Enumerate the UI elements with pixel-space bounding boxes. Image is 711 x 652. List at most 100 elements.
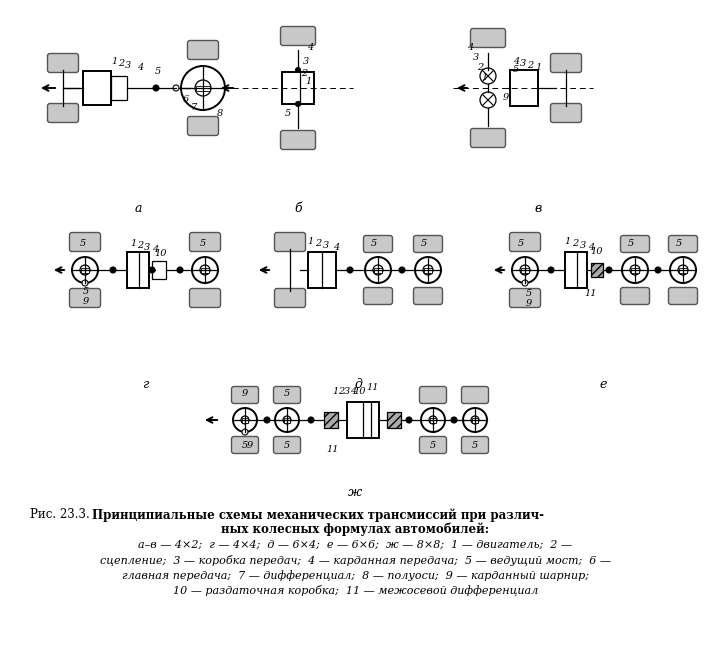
FancyBboxPatch shape — [461, 387, 488, 404]
Circle shape — [177, 267, 183, 273]
Text: 5: 5 — [371, 239, 377, 248]
Text: ных колесных формулах автомобилей:: ных колесных формулах автомобилей: — [221, 523, 490, 537]
Text: 9: 9 — [526, 299, 532, 308]
Circle shape — [421, 408, 445, 432]
Text: 4: 4 — [137, 63, 143, 72]
Text: 5: 5 — [628, 239, 634, 248]
Text: 2: 2 — [572, 239, 578, 248]
Circle shape — [471, 416, 479, 424]
Text: б: б — [294, 201, 301, 215]
FancyBboxPatch shape — [510, 233, 540, 252]
FancyBboxPatch shape — [274, 387, 301, 404]
Text: г: г — [141, 379, 148, 391]
FancyBboxPatch shape — [190, 288, 220, 308]
FancyBboxPatch shape — [414, 235, 442, 252]
Text: 4: 4 — [152, 246, 158, 254]
Circle shape — [241, 416, 249, 424]
Bar — [679, 267, 687, 273]
Circle shape — [548, 267, 554, 273]
FancyBboxPatch shape — [419, 387, 447, 404]
FancyBboxPatch shape — [188, 117, 218, 136]
Bar — [424, 267, 432, 273]
Text: 10: 10 — [155, 250, 167, 258]
Text: 11: 11 — [584, 289, 597, 299]
Text: Принципиальные схемы механических трансмиссий при различ-: Принципиальные схемы механических трансм… — [92, 508, 544, 522]
Text: 4: 4 — [513, 57, 519, 67]
Text: 4: 4 — [333, 243, 339, 252]
Circle shape — [195, 80, 211, 96]
Circle shape — [678, 265, 688, 275]
Text: 6: 6 — [183, 95, 189, 104]
Text: 1: 1 — [332, 387, 338, 396]
Text: 5: 5 — [284, 441, 290, 451]
Circle shape — [451, 417, 457, 423]
FancyBboxPatch shape — [510, 288, 540, 308]
Circle shape — [110, 267, 116, 273]
Bar — [387, 412, 401, 428]
Text: 3: 3 — [125, 61, 131, 70]
Text: 1: 1 — [535, 63, 541, 72]
Bar — [201, 267, 209, 273]
Circle shape — [622, 257, 648, 283]
FancyBboxPatch shape — [274, 436, 301, 454]
FancyBboxPatch shape — [550, 53, 582, 72]
Bar — [430, 417, 436, 422]
FancyBboxPatch shape — [274, 288, 306, 308]
FancyBboxPatch shape — [281, 27, 316, 46]
Circle shape — [365, 257, 391, 283]
Bar — [510, 70, 538, 106]
Circle shape — [522, 280, 528, 286]
Circle shape — [264, 417, 270, 423]
Circle shape — [480, 92, 496, 108]
Bar — [83, 71, 111, 105]
Text: 9: 9 — [83, 297, 89, 306]
Text: 3: 3 — [473, 53, 479, 63]
Text: 2: 2 — [137, 241, 143, 250]
Text: 7: 7 — [191, 104, 197, 113]
Text: 1: 1 — [307, 237, 313, 246]
FancyBboxPatch shape — [471, 128, 506, 147]
Text: 2: 2 — [477, 63, 483, 72]
FancyBboxPatch shape — [274, 233, 306, 252]
Circle shape — [415, 257, 441, 283]
Text: а: а — [134, 201, 141, 215]
Text: е: е — [599, 379, 606, 391]
Bar — [521, 267, 529, 273]
Text: 5: 5 — [526, 289, 532, 299]
FancyBboxPatch shape — [419, 436, 447, 454]
FancyBboxPatch shape — [471, 29, 506, 48]
Text: Рис. 23.3.: Рис. 23.3. — [30, 508, 90, 521]
Text: 9: 9 — [503, 93, 509, 102]
Circle shape — [406, 417, 412, 423]
Text: 9: 9 — [242, 389, 248, 398]
Text: 5: 5 — [284, 389, 290, 398]
Circle shape — [173, 85, 179, 91]
Bar — [591, 263, 603, 277]
Text: 5: 5 — [421, 239, 427, 248]
Text: 10: 10 — [354, 387, 366, 396]
Circle shape — [283, 416, 291, 424]
FancyBboxPatch shape — [188, 40, 218, 59]
Text: 5: 5 — [242, 441, 248, 451]
Text: главная передача;  7 — дифференциал;  8 — полуоси;  9 — карданный шарнир;: главная передача; 7 — дифференциал; 8 — … — [122, 570, 589, 581]
Text: 8: 8 — [217, 110, 223, 119]
FancyBboxPatch shape — [363, 235, 392, 252]
Text: 11: 11 — [367, 383, 379, 393]
Bar — [472, 417, 478, 422]
FancyBboxPatch shape — [48, 53, 78, 72]
Text: д: д — [354, 379, 362, 391]
Text: 2: 2 — [338, 387, 344, 396]
FancyBboxPatch shape — [668, 288, 697, 304]
FancyBboxPatch shape — [550, 104, 582, 123]
Bar — [565, 252, 587, 288]
Text: 4: 4 — [350, 387, 356, 396]
Text: 3: 3 — [520, 59, 526, 68]
Circle shape — [82, 280, 88, 286]
Text: 1: 1 — [130, 239, 136, 248]
Circle shape — [429, 416, 437, 424]
Text: 2: 2 — [315, 239, 321, 248]
Text: 2: 2 — [301, 70, 307, 78]
Circle shape — [606, 267, 612, 273]
Text: 3: 3 — [323, 241, 329, 250]
Text: 11: 11 — [327, 445, 339, 454]
